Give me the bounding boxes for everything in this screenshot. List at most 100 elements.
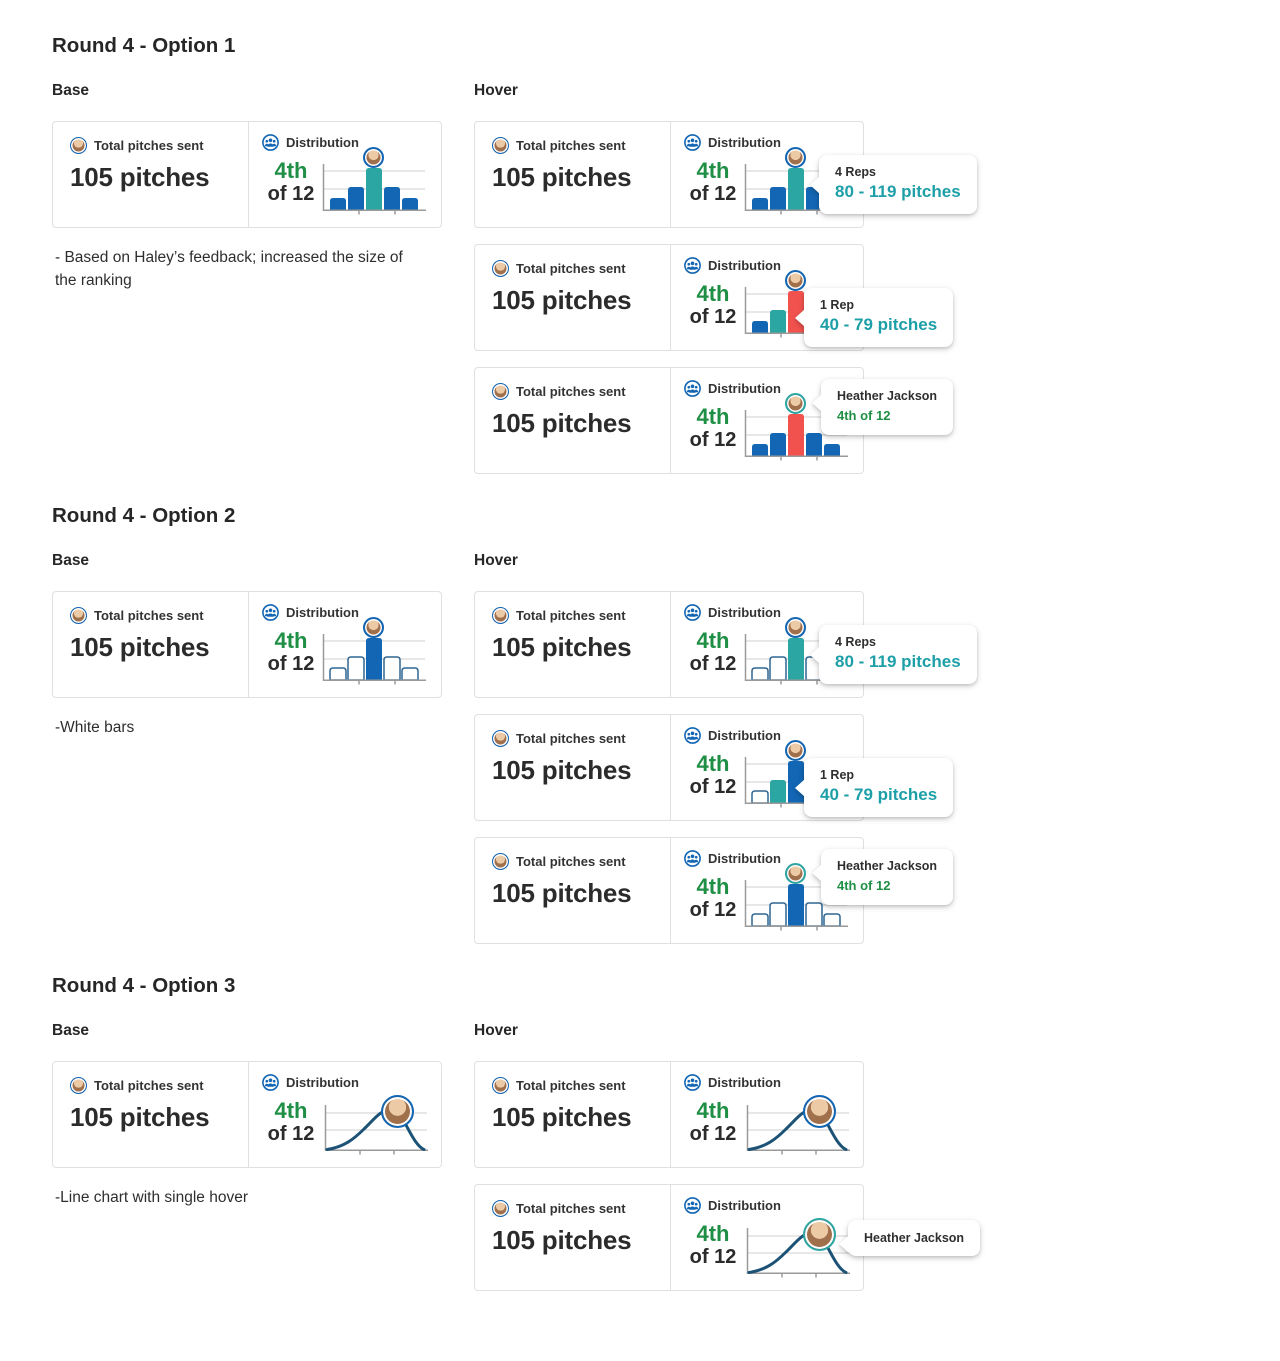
distribution-chart[interactable] (742, 393, 850, 463)
section-round4-option3: Round 4 - Option 3 Base Total pitches se… (52, 974, 1240, 1291)
distribution-label: Distribution (286, 605, 359, 620)
total-pitches-value: 105 pitches (492, 162, 632, 192)
rank-total: of 12 (689, 653, 737, 676)
state-label-base: Base (52, 82, 90, 99)
tooltip-title: Heather Jackson (837, 859, 938, 873)
section-title: Round 4 - Option 3 (52, 974, 236, 997)
rank-position: 4th (696, 628, 730, 653)
distribution-chart[interactable] (320, 617, 428, 687)
rank-position: 4th (274, 1098, 308, 1123)
rep-avatar-marker[interactable] (785, 147, 806, 168)
group-icon (262, 604, 279, 621)
rank-position: 4th (696, 281, 730, 306)
tooltip-value: 40 - 79 pitches (820, 785, 938, 804)
hover-tooltip: Heather Jackson 4th of 12 (812, 379, 954, 435)
rank-total: of 12 (689, 1123, 737, 1146)
distribution-chart[interactable] (320, 1095, 432, 1157)
distribution-label: Distribution (286, 135, 359, 150)
distribution-label: Distribution (708, 605, 781, 620)
rank-position: 4th (696, 404, 730, 429)
distribution-label: Distribution (708, 851, 781, 866)
metric-card: Total pitches sent 105 pitches Distribut… (474, 1184, 864, 1291)
tooltip-arrow (795, 308, 805, 327)
rank-total: of 12 (267, 653, 315, 676)
tooltip-arrow (812, 394, 822, 412)
total-pitches-label: Total pitches sent (516, 608, 626, 623)
group-icon (684, 1197, 701, 1214)
metric-card: Total pitches sent 105 pitches Distribut… (52, 591, 442, 698)
distribution-label: Distribution (708, 1198, 781, 1213)
group-icon (262, 134, 279, 151)
rank-block: 4th of 12 (684, 404, 742, 452)
rep-avatar-marker[interactable] (785, 617, 806, 638)
rep-avatar-icon (492, 730, 509, 747)
rank-block: 4th of 12 (684, 1221, 742, 1269)
rank-total: of 12 (689, 306, 737, 329)
rep-avatar-marker[interactable] (803, 1218, 836, 1251)
rep-avatar-marker[interactable] (785, 270, 806, 291)
rank-block: 4th of 12 (684, 751, 742, 799)
tooltip-value: 4th of 12 (837, 408, 891, 423)
hover-tooltip: Heather Jackson (839, 1220, 981, 1256)
section-round4-option2: Round 4 - Option 2 Base Total pitches se… (52, 504, 1240, 944)
rep-avatar-icon (492, 853, 509, 870)
rep-avatar-icon (70, 137, 87, 154)
rank-block: 4th of 12 (684, 874, 742, 922)
distribution-label: Distribution (708, 1075, 781, 1090)
distribution-chart[interactable] (742, 1095, 854, 1157)
rep-avatar-icon (492, 1200, 509, 1217)
tooltip-title: 1 Rep (820, 768, 855, 782)
rep-avatar-marker[interactable] (785, 740, 806, 761)
group-icon (684, 380, 701, 397)
distribution-chart[interactable] (320, 147, 428, 217)
rank-total: of 12 (267, 1123, 315, 1146)
rank-block: 4th of 12 (262, 158, 320, 206)
hover-tooltip: 1 Rep 40 - 79 pitches (795, 288, 954, 347)
rank-position: 4th (696, 874, 730, 899)
group-icon (684, 257, 701, 274)
tooltip-title: 4 Reps (835, 165, 876, 179)
state-label-hover: Hover (474, 552, 518, 569)
rep-avatar-marker[interactable] (381, 1095, 414, 1128)
total-pitches-label: Total pitches sent (516, 1201, 626, 1216)
section-title: Round 4 - Option 1 (52, 34, 236, 57)
hover-tooltip: 4 Reps 80 - 119 pitches (810, 155, 977, 214)
rep-avatar-marker[interactable] (363, 617, 384, 638)
tooltip-title: 1 Rep (820, 298, 855, 312)
rank-position: 4th (696, 158, 730, 183)
total-pitches-value: 105 pitches (492, 1102, 632, 1132)
hover-tooltip: 1 Rep 40 - 79 pitches (795, 758, 954, 817)
total-pitches-value: 105 pitches (492, 755, 632, 785)
tooltip-arrow (812, 864, 822, 882)
total-pitches-label: Total pitches sent (94, 138, 204, 153)
rep-avatar-marker[interactable] (803, 1095, 836, 1128)
rep-avatar-icon (492, 1077, 509, 1094)
rank-total: of 12 (689, 899, 737, 922)
metric-card: Total pitches sent 105 pitches Distribut… (474, 367, 864, 474)
metric-card: Total pitches sent 105 pitches Distribut… (474, 244, 864, 351)
rank-block: 4th of 12 (684, 628, 742, 676)
rank-block: 4th of 12 (684, 1098, 742, 1146)
tooltip-arrow (810, 175, 820, 194)
total-pitches-value: 105 pitches (492, 285, 632, 315)
group-icon (684, 134, 701, 151)
rep-avatar-marker[interactable] (363, 147, 384, 168)
rep-avatar-marker[interactable] (785, 393, 806, 414)
metric-card: Total pitches sent 105 pitches Distribut… (52, 121, 442, 228)
rep-avatar-marker[interactable] (785, 863, 806, 884)
rank-position: 4th (696, 1098, 730, 1123)
rep-avatar-icon (70, 1077, 87, 1094)
tooltip-title: Heather Jackson (837, 389, 938, 403)
total-pitches-value: 105 pitches (70, 632, 210, 662)
distribution-chart[interactable] (742, 863, 850, 933)
rank-block: 4th of 12 (262, 628, 320, 676)
metric-card: Total pitches sent 105 pitches Distribut… (474, 837, 864, 944)
total-pitches-value: 105 pitches (70, 162, 210, 192)
tooltip-value: 4th of 12 (837, 878, 891, 893)
tooltip-value: 80 - 119 pitches (835, 652, 961, 671)
designer-note: -Line chart with single hover (55, 1189, 248, 1206)
rank-position: 4th (696, 1221, 730, 1246)
distribution-chart[interactable] (742, 1218, 854, 1280)
total-pitches-value: 105 pitches (492, 878, 632, 908)
